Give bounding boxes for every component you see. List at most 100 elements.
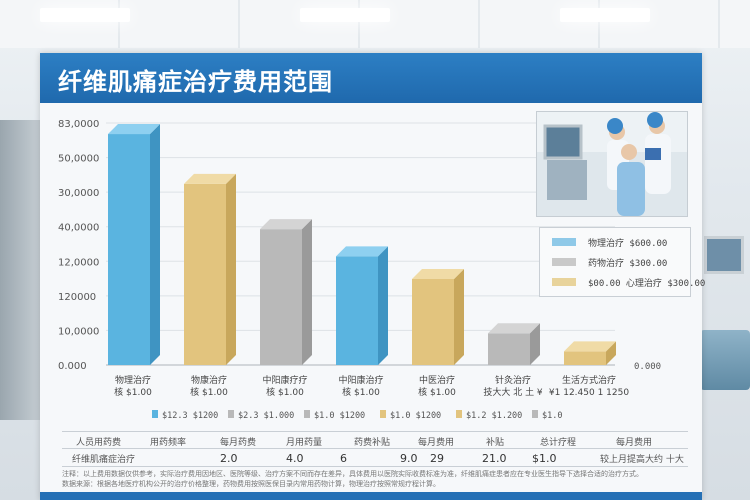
table-divider — [62, 448, 688, 449]
table-divider — [62, 466, 688, 467]
y-tick-label: 120000 — [58, 292, 96, 303]
bottom-bar — [40, 492, 702, 500]
table-header-cell: 每月药费 — [220, 438, 257, 448]
hospital-bed — [700, 330, 750, 390]
table-row-end: 较上月提高大约 十大 — [600, 455, 684, 465]
category-label: 物康治疗 — [191, 374, 227, 386]
table-header-cell: 用药频率 — [150, 438, 187, 448]
bar-top — [336, 246, 388, 257]
bar-top — [564, 341, 616, 352]
y-tick-label: 83,0000 — [58, 119, 99, 130]
ceiling-light — [300, 8, 390, 22]
y-tick-label: 12,0000 — [58, 257, 99, 268]
table-cell: 2.0 — [220, 452, 238, 465]
legend-text: 物理治疗 $600.00 — [588, 239, 668, 249]
table-cell: $1.0 — [532, 452, 557, 465]
legend-swatch — [552, 278, 576, 286]
category-label: 物理治疗 — [115, 374, 151, 386]
bar — [260, 229, 302, 365]
table-header-cell: 每月费用 — [418, 438, 455, 448]
bar-chart: 83,0000 50,0000 30,0000 40,0000 12,0000 12000… — [58, 119, 661, 421]
cost-table: 人员用药费 用药频率 每月药费 月用药量 药费补贴 每月费用 补贴 总计疗程 每… — [62, 431, 688, 493]
table-cell: 4.0 — [286, 452, 304, 465]
infographic-panel: 纤维肌痛症治疗费用范围 83,0000 50,0000 30,0000 40,0000… — [40, 53, 705, 500]
category-sublabel: 核 $1.00 — [190, 386, 228, 398]
bar-side — [530, 323, 540, 365]
y-tick-label: 0.000 — [58, 361, 87, 372]
table-cell: 6 — [340, 452, 347, 465]
y-tick-label: 30,0000 — [58, 188, 99, 199]
legend-swatch — [228, 410, 234, 418]
legend-swatch — [552, 238, 576, 246]
legend-swatch — [304, 410, 310, 418]
legend-box: 物理治疗 $600.00 药物治疗 $300.00 $00.00 心理治疗 $3… — [539, 227, 705, 297]
legend-swatch — [380, 410, 386, 418]
table-header-cell: 药费补贴 — [354, 438, 391, 448]
bar — [564, 351, 606, 365]
y-tick-label: 50,0000 — [58, 154, 99, 165]
table-header-cell: 每月费用 — [616, 438, 653, 448]
category-label: 中医治疗 — [419, 374, 455, 386]
table-row-label: 纤维肌痛症治疗 — [72, 455, 136, 465]
bar — [108, 134, 150, 365]
monitor — [704, 236, 744, 274]
bar-top — [412, 268, 464, 279]
table-header-cell: 人员用药费 — [76, 438, 122, 448]
legend-text: $00.00 心理治疗 $300.00 — [588, 279, 706, 289]
bar-side — [454, 268, 464, 365]
bar — [184, 183, 226, 365]
legend-swatch — [552, 258, 576, 266]
legend-text: $1.0 $1200 — [390, 411, 441, 421]
bar-top — [108, 124, 160, 135]
bar-side — [606, 341, 616, 365]
chart-title: 纤维肌痛症治疗费用范围 — [58, 68, 333, 96]
category-sublabel: 技大大 北 土 ¥ — [483, 386, 543, 398]
bar-side — [302, 219, 312, 365]
legend-text: $12.3 $1200 — [162, 411, 218, 421]
legend-swatch — [456, 410, 462, 418]
end-label: 0.000 — [634, 362, 661, 372]
footnote: 注释：以上费用数据仅供参考，实际治疗费用因地区、医院等级、治疗方案不同而存在差异… — [62, 470, 643, 478]
bar-side — [226, 173, 236, 365]
category-sublabel: ¥1 12.450 1 1250 — [549, 388, 629, 398]
category-sublabel: 核 $1.00 — [418, 386, 456, 398]
title-bar: 纤维肌痛症治疗费用范围 — [40, 53, 702, 103]
category-label: 针灸治疗 — [495, 374, 531, 386]
legend-swatch — [152, 410, 158, 418]
legend-text: $1.2 $1.200 — [466, 411, 522, 421]
bar-top — [184, 173, 236, 184]
footnote: 数据来源：根据各地医疗机构公开的治疗价格整理，药物费用按照医保目录内常用药物计算… — [62, 480, 440, 488]
category-sublabel: 核 $1.00 — [114, 386, 152, 398]
y-tick-label: 40,0000 — [58, 223, 99, 234]
category-sublabel: 核 $1.00 — [342, 386, 380, 398]
category-sublabel: 核 $1.00 — [266, 386, 304, 398]
bar-top — [488, 323, 540, 334]
legend-text: $1.0 — [542, 411, 562, 421]
category-label: 中阳康疗疗 — [262, 374, 307, 386]
bar-top — [260, 219, 312, 230]
bar — [412, 278, 454, 365]
bar-side — [150, 124, 160, 365]
category-label: 生活方式治疗 — [562, 374, 616, 386]
table-cell: 9.0 — [400, 452, 418, 465]
footnotes: 注释：以上费用数据仅供参考，实际治疗费用因地区、医院等级、治疗方案不同而存在差异… — [62, 469, 688, 489]
ceiling-light — [40, 8, 130, 22]
table-header-cell: 月用药量 — [286, 438, 323, 448]
medical-equipment — [0, 120, 40, 420]
medical-staff-photo — [536, 111, 688, 217]
legend-text: $1.0 $1200 — [314, 411, 365, 421]
table-cell: 21.0 — [482, 452, 507, 465]
legend-text: 药物治疗 $300.00 — [588, 259, 668, 269]
bar — [336, 256, 378, 365]
legend-text: $2.3 $1.000 — [238, 411, 294, 421]
bar — [488, 333, 530, 365]
legend-swatch — [532, 410, 538, 418]
table-divider — [62, 431, 688, 432]
table-header-cell: 总计疗程 — [540, 438, 577, 448]
table-header-cell: 补贴 — [486, 438, 505, 448]
table-cell: 29 — [430, 452, 444, 465]
y-tick-label: 10,0000 — [58, 326, 99, 337]
bar-side — [378, 246, 388, 365]
ceiling-light — [560, 8, 650, 22]
category-label: 中阳康治疗 — [338, 374, 383, 386]
